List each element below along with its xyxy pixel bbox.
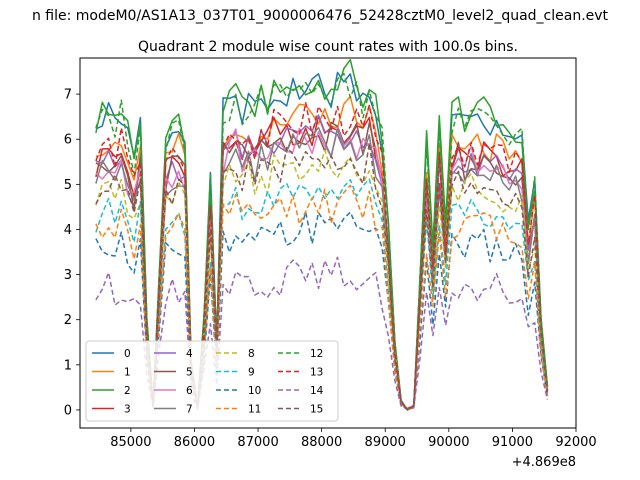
legend-frame: [85, 340, 339, 422]
legend-label-6: 6: [186, 385, 193, 397]
y-tick-label: 6: [64, 133, 72, 148]
legend-label-11: 11: [248, 404, 261, 416]
legend-label-13: 13: [310, 367, 323, 379]
x-tick-label: 90000: [428, 435, 469, 450]
x-axis-ticks: 85000 86000 87000 88000 89000 90000 91000 92000: [110, 428, 597, 450]
y-axis-ticks: 0 1 2 3 4 5 6 7: [64, 88, 80, 418]
axes-frame: [79, 57, 577, 429]
series-line-5: [95, 121, 549, 411]
series-line-2: [95, 58, 549, 411]
legend-label-8: 8: [248, 348, 255, 360]
x-tick-label: 91000: [492, 435, 533, 450]
legend-label-2: 2: [124, 385, 131, 397]
x-offset-label: +4.869e8: [512, 455, 576, 470]
legend-label-3: 3: [124, 404, 131, 416]
y-tick-label: 2: [64, 313, 72, 328]
series-line-9: [95, 178, 549, 410]
plot-lines: [95, 58, 549, 411]
series-line-0: [95, 71, 549, 411]
series-line-11: [95, 184, 549, 411]
legend-label-9: 9: [248, 367, 255, 379]
legend-label-15: 15: [310, 404, 323, 416]
series-line-13: [95, 102, 549, 410]
y-tick-label: 3: [64, 268, 72, 283]
y-tick-label: 0: [64, 403, 72, 418]
y-tick-label: 4: [64, 223, 72, 238]
series-line-14: [95, 256, 549, 411]
legend-label-1: 1: [124, 367, 131, 379]
series-line-15: [95, 142, 549, 411]
y-tick-label: 7: [64, 88, 72, 103]
x-tick-label: 87000: [237, 435, 278, 450]
axes-title: Quadrant 2 module wise count rates with …: [138, 39, 518, 55]
series-line-12: [95, 72, 549, 411]
x-tick-label: 92000: [555, 435, 596, 450]
x-tick-label: 85000: [110, 435, 151, 450]
series-line-7: [95, 126, 549, 411]
legend-label-12: 12: [310, 348, 323, 360]
legend-label-10: 10: [248, 385, 261, 397]
x-tick-label: 89000: [365, 435, 406, 450]
x-tick-label: 86000: [174, 435, 215, 450]
y-tick-label: 1: [64, 358, 72, 373]
series-line-6: [95, 126, 549, 411]
series-line-1: [95, 95, 549, 411]
legend-label-5: 5: [186, 367, 193, 379]
legend-label-0: 0: [124, 348, 131, 360]
x-tick-label: 88000: [301, 435, 342, 450]
y-tick-label: 5: [64, 178, 72, 193]
figure-suptitle: n file: modeM0/AS1A13_037T01_9000006476_…: [32, 8, 609, 24]
legend-label-4: 4: [186, 348, 193, 360]
legend-label-14: 14: [310, 385, 324, 397]
legend-label-7: 7: [186, 404, 193, 416]
series-line-10: [95, 211, 549, 411]
